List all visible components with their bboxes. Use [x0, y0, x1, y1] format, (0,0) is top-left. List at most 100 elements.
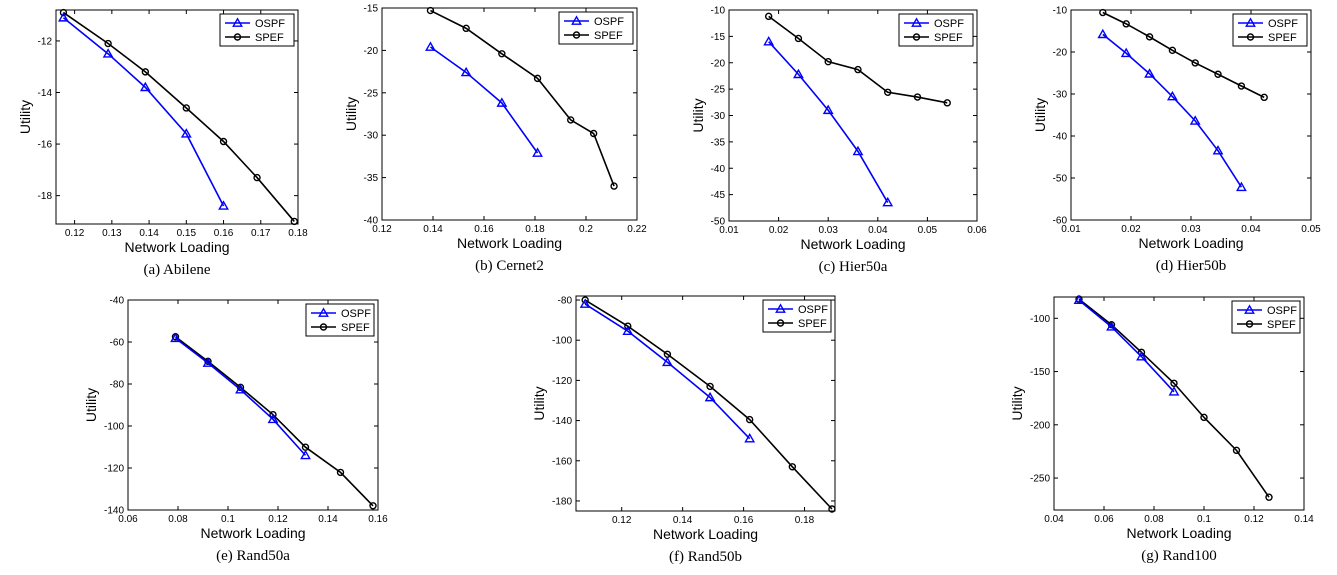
data-point-ospf — [496, 97, 508, 107]
data-point-ospf — [822, 104, 834, 115]
y-axis-label: Utility — [531, 386, 547, 420]
y-tick-label: -200 — [1030, 420, 1050, 431]
y-tick-label: -150 — [1030, 367, 1050, 378]
data-point-spef — [1232, 446, 1241, 455]
data-point-spef — [610, 182, 618, 190]
series-line-spef — [62, 11, 295, 222]
data-point-ospf — [202, 357, 214, 367]
data-point-spef — [624, 322, 632, 330]
subfigure-caption: (c) Hier50a — [819, 259, 888, 275]
chart-panel-3: 0.01 0.02 0.03 0.04 0.05 -60 -50 -40 -30 -20 -10 Ne… — [1032, 6, 1321, 275]
x-tick-label: 0.05 — [918, 225, 938, 236]
data-point-spef — [141, 68, 150, 76]
y-tick-label: -30 — [711, 111, 726, 122]
chart-panel-6: 0.04 0.06 0.08 0.1 0.12 0.14 -250 -200 -150 -100 N… — [1009, 294, 1314, 564]
data-point-ospf — [882, 196, 894, 207]
y-tick-label: -60 — [1053, 216, 1068, 227]
x-tick-label: 0.16 — [214, 228, 234, 239]
legend-label-ospf: OSPF — [1267, 305, 1297, 317]
data-point-ospf — [622, 325, 634, 336]
data-point-ospf — [1144, 68, 1156, 78]
data-point-spef — [219, 137, 228, 146]
data-point-spef — [943, 99, 951, 107]
x-tick-label: 0.02 — [1121, 224, 1141, 235]
data-point-spef — [1200, 413, 1208, 422]
y-axis-label: Utility — [690, 98, 706, 132]
legend-label-ospf: OSPF — [1268, 18, 1298, 30]
legend-label-ospf: OSPF — [594, 16, 624, 28]
data-point-spef — [498, 50, 506, 58]
y-axis-label: Utility — [343, 97, 359, 131]
data-point-spef — [794, 34, 803, 43]
data-point-spef — [1214, 70, 1222, 78]
data-point-ospf — [267, 413, 279, 424]
legend-label-ospf: OSPF — [934, 18, 964, 30]
data-point-ospf — [425, 41, 436, 51]
y-tick-label: -40 — [110, 296, 125, 307]
subfigure-caption: (d) Hier50b — [1156, 258, 1226, 274]
x-axis-label: Network Loading — [124, 239, 229, 255]
data-point-spef — [1122, 20, 1130, 28]
data-point-ospf — [102, 48, 114, 58]
subfigure-caption: (a) Abilene — [143, 262, 210, 278]
data-point-spef — [182, 104, 191, 112]
data-point-spef — [1191, 59, 1199, 67]
data-point-ospf — [532, 147, 543, 157]
x-tick-label: 0.03 — [1181, 224, 1201, 235]
legend-box — [558, 11, 634, 45]
y-axis-label: Utility — [1032, 98, 1048, 132]
data-point-spef — [1137, 348, 1146, 357]
y-tick-label: -80 — [558, 296, 573, 307]
legend-label-spef: SPEF — [1267, 319, 1296, 331]
y-axis-label: Utility — [1009, 386, 1025, 420]
legend-label-ospf: OSPF — [341, 308, 371, 320]
legend-label-ospf: OSPF — [798, 304, 828, 316]
legend-marker-ospf — [775, 303, 786, 313]
y-tick-label: -10 — [711, 6, 726, 17]
series-line-ospf — [1078, 299, 1175, 393]
x-tick-label: 0.14 — [673, 515, 693, 526]
y-tick-label: -40 — [711, 164, 726, 175]
data-point-ospf — [58, 12, 69, 22]
data-point-ospf — [235, 384, 246, 394]
legend-marker-spef — [912, 33, 921, 41]
data-point-ospf — [1166, 90, 1178, 101]
y-tick-label: -80 — [110, 380, 125, 391]
data-point-spef — [1099, 8, 1107, 17]
legend-box — [898, 13, 974, 47]
legend-marker-ospf — [1245, 17, 1256, 27]
x-tick-label: 0.06 — [1094, 514, 1114, 525]
data-point-spef — [253, 173, 261, 182]
x-tick-label: 0.02 — [769, 225, 789, 236]
data-point-spef — [1260, 93, 1268, 102]
subfigure-caption: (e) Rand50a — [216, 548, 290, 564]
y-tick-label: -120 — [552, 376, 572, 387]
x-axis-label: Network Loading — [1126, 525, 1231, 541]
x-tick-label: 0.12 — [372, 224, 392, 235]
legend-marker-ospf — [911, 17, 922, 27]
y-tick-label: -250 — [1030, 474, 1050, 485]
y-tick-label: -40 — [1053, 132, 1068, 143]
x-tick-label: 0.2 — [579, 224, 593, 235]
x-tick-label: 0.18 — [288, 228, 308, 239]
x-tick-label: 0.06 — [967, 225, 987, 236]
legend-label-ospf: OSPF — [255, 18, 285, 30]
y-tick-label: -50 — [1053, 174, 1068, 185]
data-point-ospf — [744, 433, 756, 443]
x-tick-label: 0.15 — [177, 228, 197, 239]
y-tick-label: -20 — [711, 58, 726, 69]
x-tick-label: 0.14 — [318, 514, 338, 525]
x-tick-label: 0.1 — [1197, 514, 1211, 525]
y-tick-label: -30 — [1053, 90, 1068, 101]
x-tick-label: 0.08 — [1144, 514, 1164, 525]
legend-box — [1232, 13, 1308, 47]
y-tick-label: -100 — [1030, 314, 1050, 325]
data-point-spef — [706, 382, 714, 391]
legend-marker-ospf — [318, 307, 329, 317]
x-tick-label: 0.12 — [268, 514, 288, 525]
x-tick-label: 0.14 — [1294, 514, 1314, 525]
data-point-ospf — [218, 200, 229, 210]
y-tick-label: -45 — [711, 190, 726, 201]
data-point-spef — [104, 39, 112, 48]
